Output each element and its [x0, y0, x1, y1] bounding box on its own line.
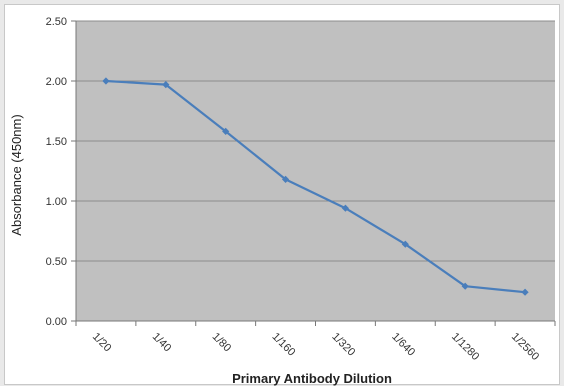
data-point: [281, 175, 290, 183]
y-tick-label: 2.50: [46, 16, 67, 28]
series-line: [105, 79, 526, 294]
data-point: [162, 81, 170, 89]
plot-area: [76, 21, 555, 321]
data-point: [102, 77, 110, 85]
data-point: [461, 282, 469, 290]
data-point: [521, 288, 529, 296]
axes: [75, 21, 556, 326]
gridlines: [71, 20, 555, 322]
x-tick-label: 1/20: [90, 331, 114, 355]
y-tick-label: 2.00: [46, 76, 67, 88]
y-axis-title: Absorbance (450nm): [9, 114, 24, 235]
y-tick-label: 0.00: [46, 316, 67, 328]
x-axis-title: Primary Antibody Dilution: [232, 371, 392, 386]
x-tick-label: 1/80: [210, 331, 234, 355]
y-tick-label: 1.00: [46, 196, 67, 208]
x-tick-label: 1/160: [269, 331, 297, 359]
x-tick-label: 1/1280: [449, 331, 481, 363]
x-tick-labels: 1/20 1/40 1/80 1/160 1/320 1/640 1/1280 1/2560: [90, 331, 541, 363]
y-tick-labels: 0.00 0.50 1.00 1.50 2.00 2.50: [46, 16, 67, 328]
x-tick-label: 1/2560: [509, 331, 541, 363]
x-tick-label: 1/40: [150, 331, 174, 355]
series-layer: [102, 77, 529, 296]
data-point: [341, 204, 350, 212]
chart-frame: 0.00 0.50 1.00 1.50 2.00 2.50 1/20 1/40 1/80 1/1…: [4, 4, 560, 386]
data-point: [222, 127, 230, 135]
y-tick-label: 0.50: [46, 256, 67, 268]
absorbance-line-chart: 0.00 0.50 1.00 1.50 2.00 2.50 1/20 1/40 1/80 1/1…: [9, 16, 556, 386]
x-tick-label: 1/640: [389, 331, 417, 359]
x-tick-label: 1/320: [329, 331, 357, 359]
data-point: [401, 240, 409, 248]
y-tick-label: 1.50: [46, 136, 67, 148]
